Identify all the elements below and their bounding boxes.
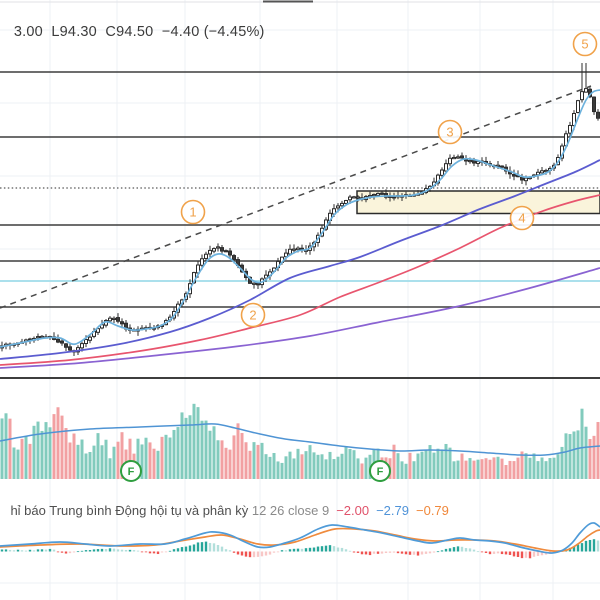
svg-text:F: F xyxy=(377,466,384,478)
volume-bars xyxy=(0,403,600,479)
annotation-circle-2[interactable]: 2 xyxy=(240,302,266,328)
macd-pane xyxy=(0,522,600,559)
indicator-label: hỉ báo Trung bình Động hội tụ và phân kỳ xyxy=(10,503,249,518)
ma-lines xyxy=(0,89,600,369)
annotation-circle-3[interactable]: 3 xyxy=(437,119,463,145)
svg-text:F: F xyxy=(128,466,135,478)
ohlc-text: 3.00 L94.30 C94.50 −4.40 (−4.45%) xyxy=(13,24,265,40)
supply-zone-box[interactable] xyxy=(356,190,600,215)
ma-violet xyxy=(0,267,600,369)
svg-text:4: 4 xyxy=(518,211,525,226)
sr-lines[interactable] xyxy=(0,71,600,379)
annotation-circle-4[interactable]: 4 xyxy=(509,205,535,231)
macd-value-macd: −2.00 xyxy=(336,503,370,518)
annotation-circle-1[interactable]: 1 xyxy=(180,199,206,225)
svg-text:2: 2 xyxy=(249,308,256,323)
annotation-circle-5[interactable]: 5 xyxy=(572,31,598,57)
f-event-marker-1[interactable]: F xyxy=(120,460,142,482)
macd-line xyxy=(0,522,600,554)
volume-ma-line xyxy=(0,423,600,457)
svg-text:5: 5 xyxy=(581,37,588,52)
ma-indigo xyxy=(0,159,600,360)
ma-red xyxy=(0,194,600,366)
svg-text:3: 3 xyxy=(446,125,453,140)
macd-indicator-row[interactable]: hỉ báo Trung bình Động hội tụ và phân kỳ… xyxy=(0,488,449,533)
macd-value-histogram: −0.79 xyxy=(416,503,449,518)
indicator-params: 12 26 close 9 xyxy=(248,503,330,518)
f-event-marker-2[interactable]: F xyxy=(369,460,391,482)
ohlc-readout: 3.00 L94.30 C94.50 −4.40 (−4.45%) xyxy=(0,8,265,56)
macd-value-signal: −2.79 xyxy=(376,503,409,518)
ma-blue-fast xyxy=(0,89,600,348)
svg-text:1: 1 xyxy=(189,205,196,220)
